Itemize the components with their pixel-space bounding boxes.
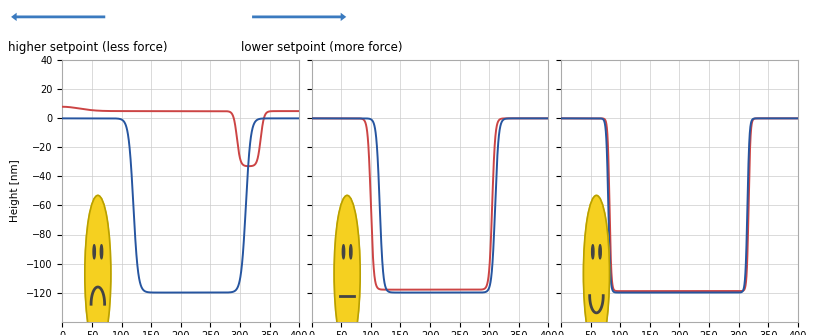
Text: higher setpoint (less force): higher setpoint (less force) (8, 41, 168, 54)
Ellipse shape (334, 195, 360, 335)
Ellipse shape (93, 245, 96, 259)
Ellipse shape (342, 245, 345, 259)
Ellipse shape (583, 195, 609, 335)
Ellipse shape (101, 245, 103, 259)
Y-axis label: Height [nm]: Height [nm] (11, 159, 21, 222)
Ellipse shape (85, 195, 111, 335)
Ellipse shape (592, 245, 594, 259)
Text: lower setpoint (more force): lower setpoint (more force) (241, 41, 402, 54)
Ellipse shape (350, 245, 352, 259)
Ellipse shape (599, 245, 602, 259)
